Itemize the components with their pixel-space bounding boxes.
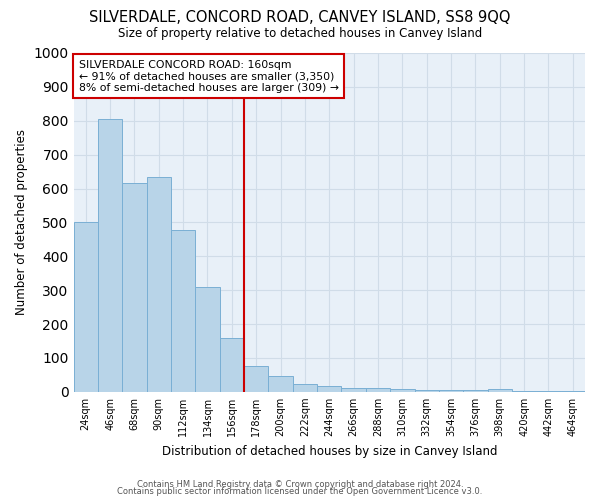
Bar [74,222,98,392]
Bar [366,388,390,392]
Text: Contains public sector information licensed under the Open Government Licence v3: Contains public sector information licen… [118,488,482,496]
Bar [146,176,171,392]
Bar [98,119,122,392]
Text: SILVERDALE CONCORD ROAD: 160sqm
← 91% of detached houses are smaller (3,350)
8% : SILVERDALE CONCORD ROAD: 160sqm ← 91% of… [79,60,338,93]
Bar [244,366,268,392]
Y-axis label: Number of detached properties: Number of detached properties [15,130,28,316]
Bar [196,288,220,392]
Bar [293,384,317,392]
Text: Size of property relative to detached houses in Canvey Island: Size of property relative to detached ho… [118,28,482,40]
Bar [560,391,585,392]
Bar [536,391,560,392]
Bar [220,338,244,392]
Bar [317,386,341,392]
Bar [122,183,146,392]
Bar [512,391,536,392]
Bar [488,390,512,392]
Bar [415,390,439,392]
Bar [463,390,488,392]
X-axis label: Distribution of detached houses by size in Canvey Island: Distribution of detached houses by size … [161,444,497,458]
Text: Contains HM Land Registry data © Crown copyright and database right 2024.: Contains HM Land Registry data © Crown c… [137,480,463,489]
Bar [171,230,196,392]
Bar [439,390,463,392]
Bar [341,388,366,392]
Text: SILVERDALE, CONCORD ROAD, CANVEY ISLAND, SS8 9QQ: SILVERDALE, CONCORD ROAD, CANVEY ISLAND,… [89,10,511,25]
Bar [268,376,293,392]
Bar [390,390,415,392]
